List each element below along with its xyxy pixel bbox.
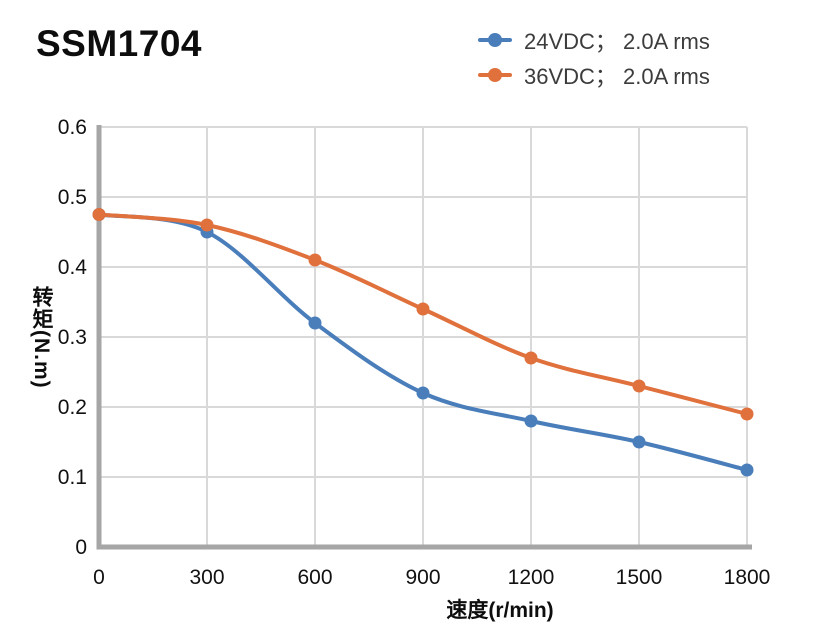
x-tick-label: 1800 — [724, 566, 771, 589]
y-tick-label: 0.3 — [58, 326, 87, 349]
y-axis-label: 转矩(N.m) — [30, 285, 53, 389]
series-point-1 — [200, 218, 214, 232]
legend: 24VDC； 2.0A rms 36VDC； 2.0A rms — [478, 24, 710, 90]
legend-line-marker-icon — [478, 67, 512, 82]
series-point-1 — [416, 302, 430, 316]
series-point-1 — [632, 379, 646, 393]
legend-entry-36vdc: 36VDC； 2.0A rms — [478, 59, 710, 90]
y-tick-label: 0.5 — [58, 186, 87, 209]
y-tick-label: 0.4 — [58, 256, 88, 279]
x-tick-label: 900 — [405, 566, 440, 589]
y-tick-label: 0.1 — [58, 466, 87, 489]
legend-line-marker-icon — [478, 32, 512, 47]
x-tick-label: 300 — [189, 566, 224, 589]
y-tick-label: 0.6 — [58, 116, 87, 139]
legend-dot-marker-icon — [488, 67, 502, 82]
series-point-1 — [92, 208, 106, 221]
legend-label-36vdc: 36VDC； 2.0A rms — [524, 63, 710, 89]
series-point-0 — [524, 414, 538, 428]
x-tick-label: 1200 — [508, 566, 555, 589]
chart-title: SSM1704 — [36, 23, 202, 64]
y-axis-label-wrap: 转矩(N.m) — [26, 127, 56, 547]
series-point-0 — [308, 316, 322, 330]
series-point-0 — [740, 463, 754, 477]
y-tick-label: 0 — [75, 536, 87, 559]
series-point-0 — [632, 435, 646, 449]
legend-entry-24vdc: 24VDC； 2.0A rms — [478, 24, 710, 55]
x-tick-label: 600 — [297, 566, 332, 589]
x-tick-label: 0 — [93, 566, 105, 589]
series-point-1 — [308, 253, 322, 267]
legend-dot-marker-icon — [488, 32, 502, 47]
legend-label-24vdc: 24VDC； 2.0A rms — [524, 28, 710, 54]
x-axis-label: 速度(r/min) — [446, 599, 554, 622]
x-tick-label: 1500 — [616, 566, 663, 589]
series-point-1 — [740, 407, 754, 421]
series-point-1 — [524, 351, 538, 365]
series-point-0 — [416, 386, 430, 400]
y-tick-label: 0.2 — [58, 396, 87, 419]
